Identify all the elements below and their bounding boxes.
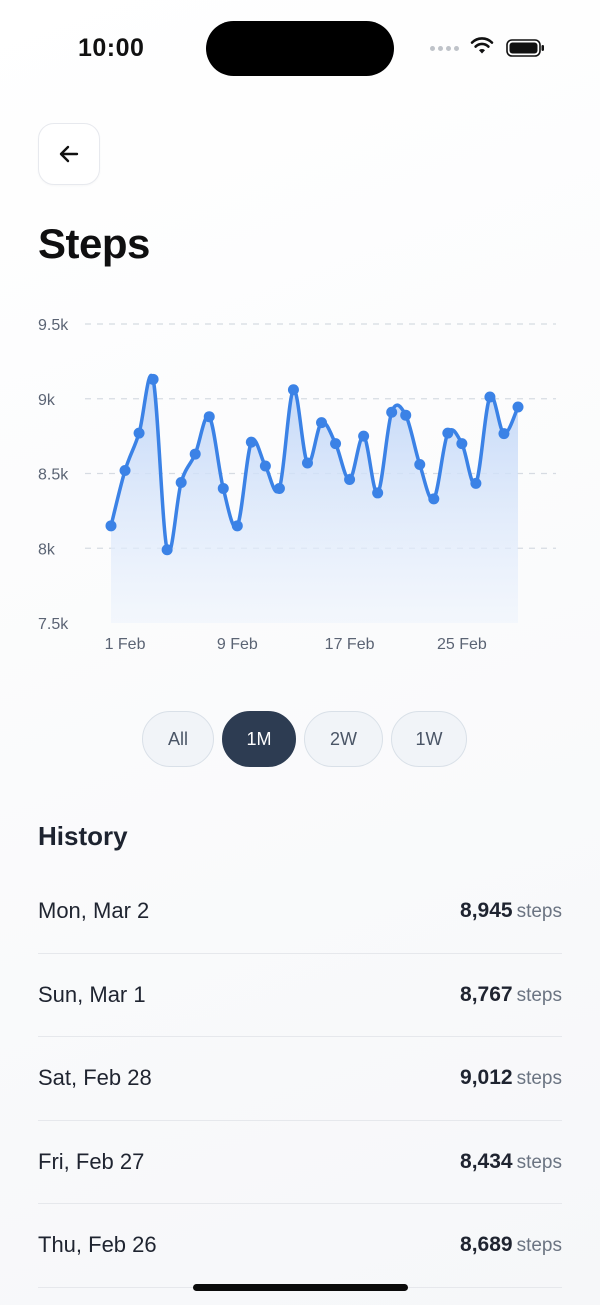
page-title: Steps (38, 220, 150, 267)
history-date: Sun, Mar 1 (38, 981, 146, 1007)
history-unit: steps (516, 1068, 562, 1090)
data-point (105, 520, 117, 532)
data-point (414, 459, 426, 471)
history-unit: steps (516, 901, 562, 923)
home-indicator (193, 1284, 408, 1291)
data-point (203, 411, 215, 423)
data-point (245, 436, 257, 448)
data-point (386, 406, 398, 418)
history-unit: steps (516, 984, 562, 1006)
wifi-icon (470, 37, 494, 54)
data-point (273, 482, 285, 494)
data-point (217, 482, 229, 494)
history-title: History (38, 821, 128, 851)
history-date: Mon, Mar 2 (38, 898, 150, 924)
history-steps: 8,945 (460, 899, 513, 923)
back-button[interactable] (38, 123, 100, 185)
range-all-button[interactable]: All (142, 711, 214, 767)
y-tick-label: 9k (38, 392, 56, 409)
data-point (456, 438, 468, 450)
series-area (111, 375, 518, 623)
battery-icon (506, 39, 544, 57)
data-point (442, 427, 454, 439)
data-point (161, 544, 173, 556)
history-steps: 8,767 (460, 982, 513, 1006)
data-point (484, 391, 496, 403)
y-tick-label: 8k (38, 541, 56, 558)
data-point (301, 457, 313, 469)
x-tick-label: 1 Feb (105, 636, 146, 653)
range-1w-button[interactable]: 1W (391, 711, 467, 767)
data-point (147, 373, 159, 385)
history-date: Sat, Feb 28 (38, 1065, 152, 1091)
data-point (133, 427, 145, 439)
data-point (498, 428, 510, 440)
status-icons (430, 36, 550, 60)
data-point (344, 473, 356, 485)
data-point (330, 438, 342, 450)
y-tick-label: 7.5k (38, 616, 69, 633)
range-2w-button[interactable]: 2W (304, 711, 383, 767)
x-tick-label: 17 Feb (325, 636, 375, 653)
history-date: Fri, Feb 27 (38, 1148, 145, 1174)
data-point (358, 430, 370, 442)
arrow-left-icon (59, 145, 79, 163)
status-time: 10:00 (78, 34, 145, 62)
data-point (119, 465, 131, 477)
data-point (372, 487, 384, 499)
data-point (287, 384, 299, 396)
data-point (259, 460, 271, 472)
range-1m-button[interactable]: 1M (222, 711, 296, 767)
history-date: Thu, Feb 26 (38, 1232, 157, 1258)
history-row[interactable]: Sat, Feb 28 9,012 steps (38, 1037, 562, 1121)
history-steps: 9,012 (460, 1066, 513, 1090)
history-list: Mon, Mar 2 8,945 steps Sun, Mar 1 8,767 st… (38, 870, 562, 1288)
y-tick-label: 9.5k (38, 317, 69, 334)
history-row[interactable]: Sun, Mar 1 8,767 steps (38, 954, 562, 1037)
y-tick-label: 8.5k (38, 467, 69, 484)
steps-chart: 9.5k 9k 8.5k 8k 7.5k 1 Feb 9 Feb 17 Feb 25 Feb (38, 317, 556, 653)
history-row[interactable]: Mon, Mar 2 8,945 steps (38, 870, 562, 954)
status-bar: 10:00 (0, 0, 600, 100)
x-tick-label: 25 Feb (437, 636, 487, 653)
x-tick-label: 9 Feb (217, 636, 258, 653)
data-point (512, 401, 524, 413)
data-point (189, 448, 201, 460)
history-row[interactable]: Fri, Feb 27 8,434 steps (38, 1121, 562, 1204)
range-selector: All 1M 2W 1W (142, 711, 467, 767)
data-point (470, 477, 482, 489)
cellular-signal-icon (430, 46, 459, 51)
history-unit: steps (516, 1151, 562, 1173)
dynamic-island (206, 21, 394, 76)
data-point (428, 493, 440, 505)
history-row[interactable]: Thu, Feb 26 8,689 steps (38, 1204, 562, 1288)
data-point (400, 409, 412, 421)
data-point (175, 476, 187, 488)
history-steps: 8,689 (460, 1233, 513, 1257)
data-point (231, 520, 243, 532)
data-point (316, 417, 328, 429)
history-steps: 8,434 (460, 1149, 513, 1173)
history-unit: steps (516, 1235, 562, 1257)
